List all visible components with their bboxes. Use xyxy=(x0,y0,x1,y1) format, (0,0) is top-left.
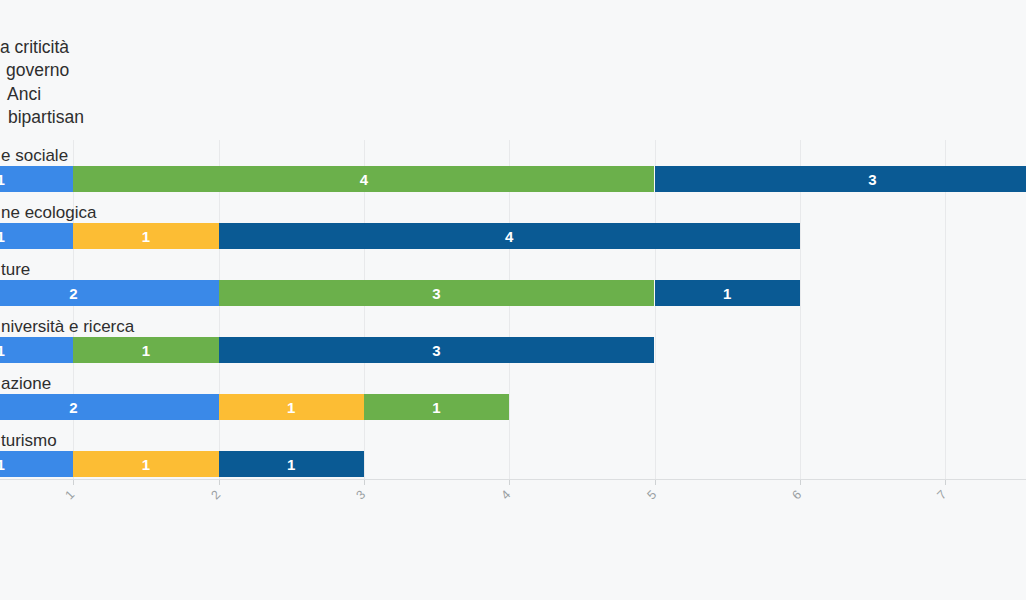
x-axis-line xyxy=(0,479,1026,480)
bar-value-label: 1 xyxy=(142,228,150,245)
bar-segment-navy: 1 xyxy=(219,451,364,477)
category-label: ne ecologica xyxy=(1,203,96,223)
bar-segment-blue: 2 xyxy=(0,394,219,420)
x-axis-tick-label: 1 xyxy=(58,482,83,507)
x-axis-tick-label: 5 xyxy=(639,482,664,507)
bar-segment-navy: 3 xyxy=(219,337,655,363)
bar-segment-blue: 2 xyxy=(0,280,219,306)
bar-value-label: 1 xyxy=(0,171,5,188)
bar-value-label: 1 xyxy=(0,228,5,245)
bar-value-label: 1 xyxy=(287,399,295,416)
x-axis-tick-label: 7 xyxy=(929,482,954,507)
bar-segment-blue: 1 xyxy=(0,166,73,192)
bar-value-label: 3 xyxy=(432,285,440,302)
bar-value-label: 2 xyxy=(69,285,77,302)
x-axis-tick-label: 4 xyxy=(493,482,518,507)
category-label: niversità e ricerca xyxy=(1,317,134,337)
bar-segment-green: 1 xyxy=(364,394,509,420)
category-label: azione xyxy=(1,374,51,394)
bar-segment-navy: 4 xyxy=(219,223,800,249)
bar-value-label: 1 xyxy=(432,399,440,416)
bar-value-label: 2 xyxy=(69,399,77,416)
bar-value-label: 1 xyxy=(142,456,150,473)
legend-item: governo xyxy=(6,59,84,82)
legend-item: Anci xyxy=(7,83,84,106)
bar-value-label: 1 xyxy=(0,342,5,359)
bar-segment-navy: 1 xyxy=(655,280,800,306)
bar-segment-blue: 1 xyxy=(0,451,73,477)
bar-value-label: 1 xyxy=(142,342,150,359)
bar-segment-green: 3 xyxy=(219,280,655,306)
category-label: ture xyxy=(1,260,30,280)
legend: a criticità governo Anci bipartisan xyxy=(0,36,84,129)
plot-area: 1 2 3 4 5 6 7 e sociale 1 4 3 ne ecologica 1 1 4 ture 2 3… xyxy=(0,0,1026,600)
bar-value-label: 3 xyxy=(868,171,876,188)
legend-item: bipartisan xyxy=(8,106,84,129)
bar-segment-blue: 1 xyxy=(0,337,73,363)
bar-segment-green: 4 xyxy=(73,166,654,192)
x-axis-tick-label: 6 xyxy=(784,482,809,507)
bar-value-label: 4 xyxy=(505,228,513,245)
bar-segment-orange: 1 xyxy=(219,394,364,420)
x-axis-tick-label: 2 xyxy=(203,482,228,507)
category-label: e sociale xyxy=(1,146,68,166)
bar-value-label: 1 xyxy=(287,456,295,473)
legend-item: a criticità xyxy=(0,36,84,59)
bar-value-label: 1 xyxy=(0,456,5,473)
bar-value-label: 3 xyxy=(432,342,440,359)
bar-value-label: 1 xyxy=(723,285,731,302)
bar-segment-navy: 3 xyxy=(655,166,1026,192)
bar-segment-orange: 1 xyxy=(73,451,218,477)
bar-segment-green: 1 xyxy=(73,337,218,363)
category-label: turismo xyxy=(1,431,57,451)
bar-segment-blue: 1 xyxy=(0,223,73,249)
bar-value-label: 4 xyxy=(360,171,368,188)
x-axis-tick-label: 3 xyxy=(348,482,373,507)
bar-segment-orange: 1 xyxy=(73,223,218,249)
chart-canvas: a criticità governo Anci bipartisan 1 2 3 4… xyxy=(0,0,1026,600)
